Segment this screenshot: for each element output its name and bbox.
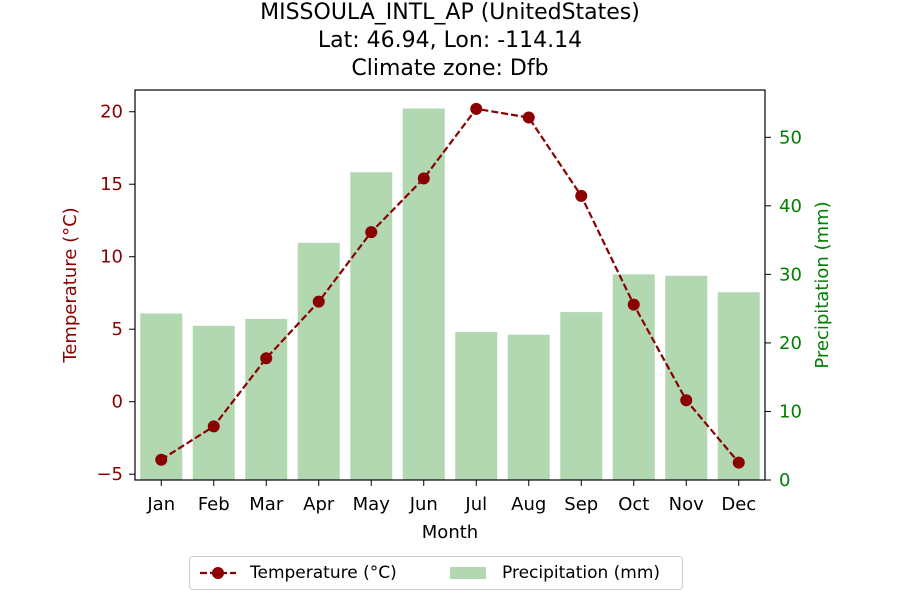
y-right-tick-label: 20: [779, 333, 802, 354]
y-right-tick-label: 50: [779, 127, 802, 148]
y-left-tick-label: 20: [100, 102, 123, 123]
y-right-tick-label: 0: [779, 470, 790, 491]
precipitation-bar-feb: [192, 325, 235, 480]
y-right-tick-label: 30: [779, 264, 802, 285]
x-tick-label-feb: Feb: [198, 494, 230, 515]
precipitation-bar-jul: [455, 331, 498, 480]
x-tick-label-jul: Jul: [464, 494, 487, 515]
precipitation-bar-apr: [297, 242, 340, 480]
temperature-line: [160, 107, 740, 464]
x-tick-label-mar: Mar: [249, 494, 284, 515]
x-tick-label-may: May: [353, 494, 391, 515]
chart-legend: Temperature (°C) Precipitation (mm): [189, 556, 683, 590]
x-tick-label-aug: Aug: [511, 494, 546, 515]
precipitation-bar-nov: [665, 275, 708, 480]
chart-title-line-1: MISSOULA_INTL_AP (UnitedStates): [260, 0, 640, 25]
plot-frame: [134, 89, 766, 481]
legend-precipitation-label: Precipitation (mm): [502, 563, 661, 583]
temperature-point-jan: [155, 453, 168, 466]
y-left-tick-label: 10: [100, 247, 123, 268]
x-tick-label-nov: Nov: [669, 494, 704, 515]
legend-temperature-label: Temperature (°C): [250, 563, 397, 583]
y-right-tick-label: 10: [779, 401, 802, 422]
temperature-point-aug: [522, 111, 535, 124]
legend-temperature-marker: [200, 567, 236, 579]
temperature-point-jun: [417, 172, 430, 185]
x-tick-label-jan: Jan: [146, 494, 175, 515]
precipitation-bar-sep: [560, 312, 603, 480]
y-right-tick-label: 40: [779, 196, 802, 217]
temperature-point-apr: [312, 295, 325, 308]
precipitation-bar-may: [350, 172, 393, 480]
y-left-tick-label: −5: [96, 464, 123, 485]
temperature-point-dec: [732, 456, 745, 469]
temperature-point-mar: [260, 352, 273, 365]
precipitation-bar-dec: [717, 292, 760, 480]
chart-title-line-3: Climate zone: Dfb: [351, 56, 549, 81]
x-axis-label: Month: [422, 522, 478, 543]
temperature-point-sep: [575, 189, 588, 202]
temperature-point-nov: [680, 394, 693, 407]
temperature-point-feb: [207, 420, 220, 433]
x-tick-label-apr: Apr: [303, 494, 335, 515]
chart-title-line-2: Lat: 46.94, Lon: -114.14: [317, 28, 583, 53]
precipitation-bar-jan: [140, 313, 183, 480]
y-left-tick-label: 5: [112, 319, 123, 340]
legend-precipitation-swatch: [450, 567, 486, 579]
precipitation-bar-jun: [402, 108, 445, 480]
x-tick-label-jun: Jun: [409, 494, 438, 515]
temperature-point-jul: [470, 102, 483, 115]
y-left-axis-label: Temperature (°C): [60, 207, 81, 363]
precipitation-bar-aug: [507, 334, 550, 480]
temperature-point-oct: [627, 298, 640, 311]
precipitation-bar-mar: [245, 318, 288, 480]
y-left-tick-label: 15: [100, 174, 123, 195]
x-tick-label-sep: Sep: [564, 494, 598, 515]
temperature-point-may: [365, 226, 378, 239]
x-tick-label-oct: Oct: [618, 494, 649, 515]
y-right-axis-label: Precipitation (mm): [812, 201, 833, 368]
x-tick-label-dec: Dec: [721, 494, 756, 515]
y-left-tick-label: 0: [112, 392, 123, 413]
